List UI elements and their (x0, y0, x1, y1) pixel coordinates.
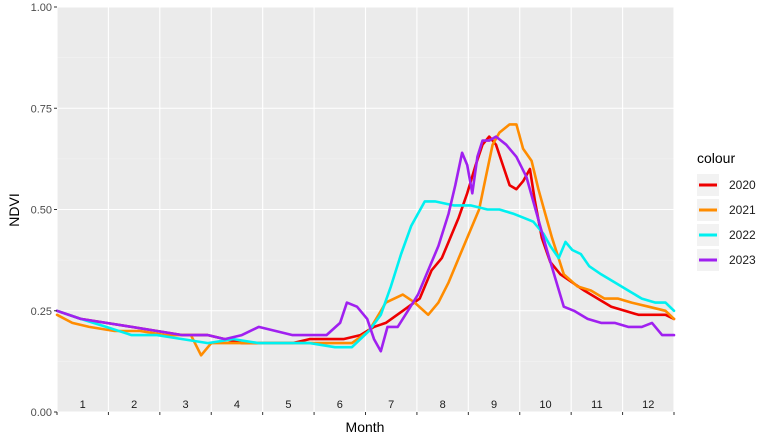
month-label: 1 (80, 399, 86, 411)
axes: 0.000.250.500.751.001 2 3 4 5 6 7 8 9 10 11 12 (31, 2, 675, 419)
x-axis-title: Month (346, 419, 385, 435)
series-line-2022 (55, 200, 676, 349)
y-tick-label: 1.00 (31, 2, 52, 14)
legend-label-2023: 2023 (729, 253, 756, 267)
month-label: 4 (234, 399, 240, 411)
month-label: 10 (539, 399, 551, 411)
series-line-2021 (55, 123, 676, 357)
month-label: 9 (491, 399, 497, 411)
month-label: 2 (131, 399, 137, 411)
series-lines (55, 123, 676, 357)
y-tick-label: 0.50 (31, 205, 52, 217)
month-label: 12 (642, 399, 654, 411)
month-label: 11 (591, 399, 602, 411)
month-label: 8 (440, 399, 446, 411)
y-tick-label: 0.00 (31, 407, 52, 419)
month-label: 5 (285, 399, 291, 411)
legend-label-2020: 2020 (729, 178, 756, 192)
legend: colour 2020 2021 2022 2023 (697, 150, 756, 271)
month-label: 7 (388, 399, 394, 411)
legend-label-2022: 2022 (729, 228, 756, 242)
legend-label-2021: 2021 (729, 203, 756, 217)
series-line-2023 (55, 135, 676, 353)
y-axis-title: NDVI (6, 193, 22, 226)
month-label: 6 (337, 399, 343, 411)
legend-title: colour (697, 150, 735, 166)
y-tick-label: 0.25 (31, 306, 52, 318)
month-label: 3 (182, 399, 188, 411)
y-tick-label: 0.75 (31, 103, 52, 115)
